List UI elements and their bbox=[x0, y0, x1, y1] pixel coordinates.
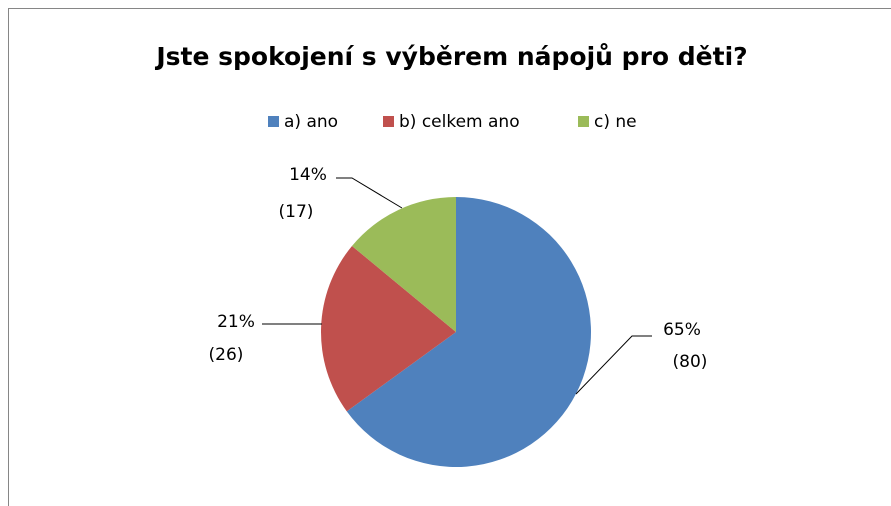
leader-line bbox=[575, 335, 652, 395]
count-label: (17) bbox=[279, 202, 314, 222]
chart-title: Jste spokojení s výběrem nápojů pro děti… bbox=[154, 42, 747, 71]
pie-slice bbox=[321, 245, 456, 412]
leader-line bbox=[336, 177, 403, 209]
legend-label: c) ne bbox=[594, 112, 637, 132]
legend-label: a) ano bbox=[284, 112, 338, 132]
legend-swatch bbox=[268, 116, 279, 127]
legend-swatch bbox=[578, 116, 589, 127]
legend-label: b) celkem ano bbox=[399, 112, 520, 132]
legend-swatch bbox=[383, 116, 394, 127]
count-label: (80) bbox=[673, 352, 708, 372]
pie-slice bbox=[346, 197, 591, 468]
pie-slice bbox=[351, 197, 456, 332]
data-label: 65% bbox=[663, 320, 701, 340]
count-label: (26) bbox=[209, 345, 244, 365]
data-label: 14% bbox=[289, 165, 327, 185]
data-label: 21% bbox=[217, 312, 255, 332]
